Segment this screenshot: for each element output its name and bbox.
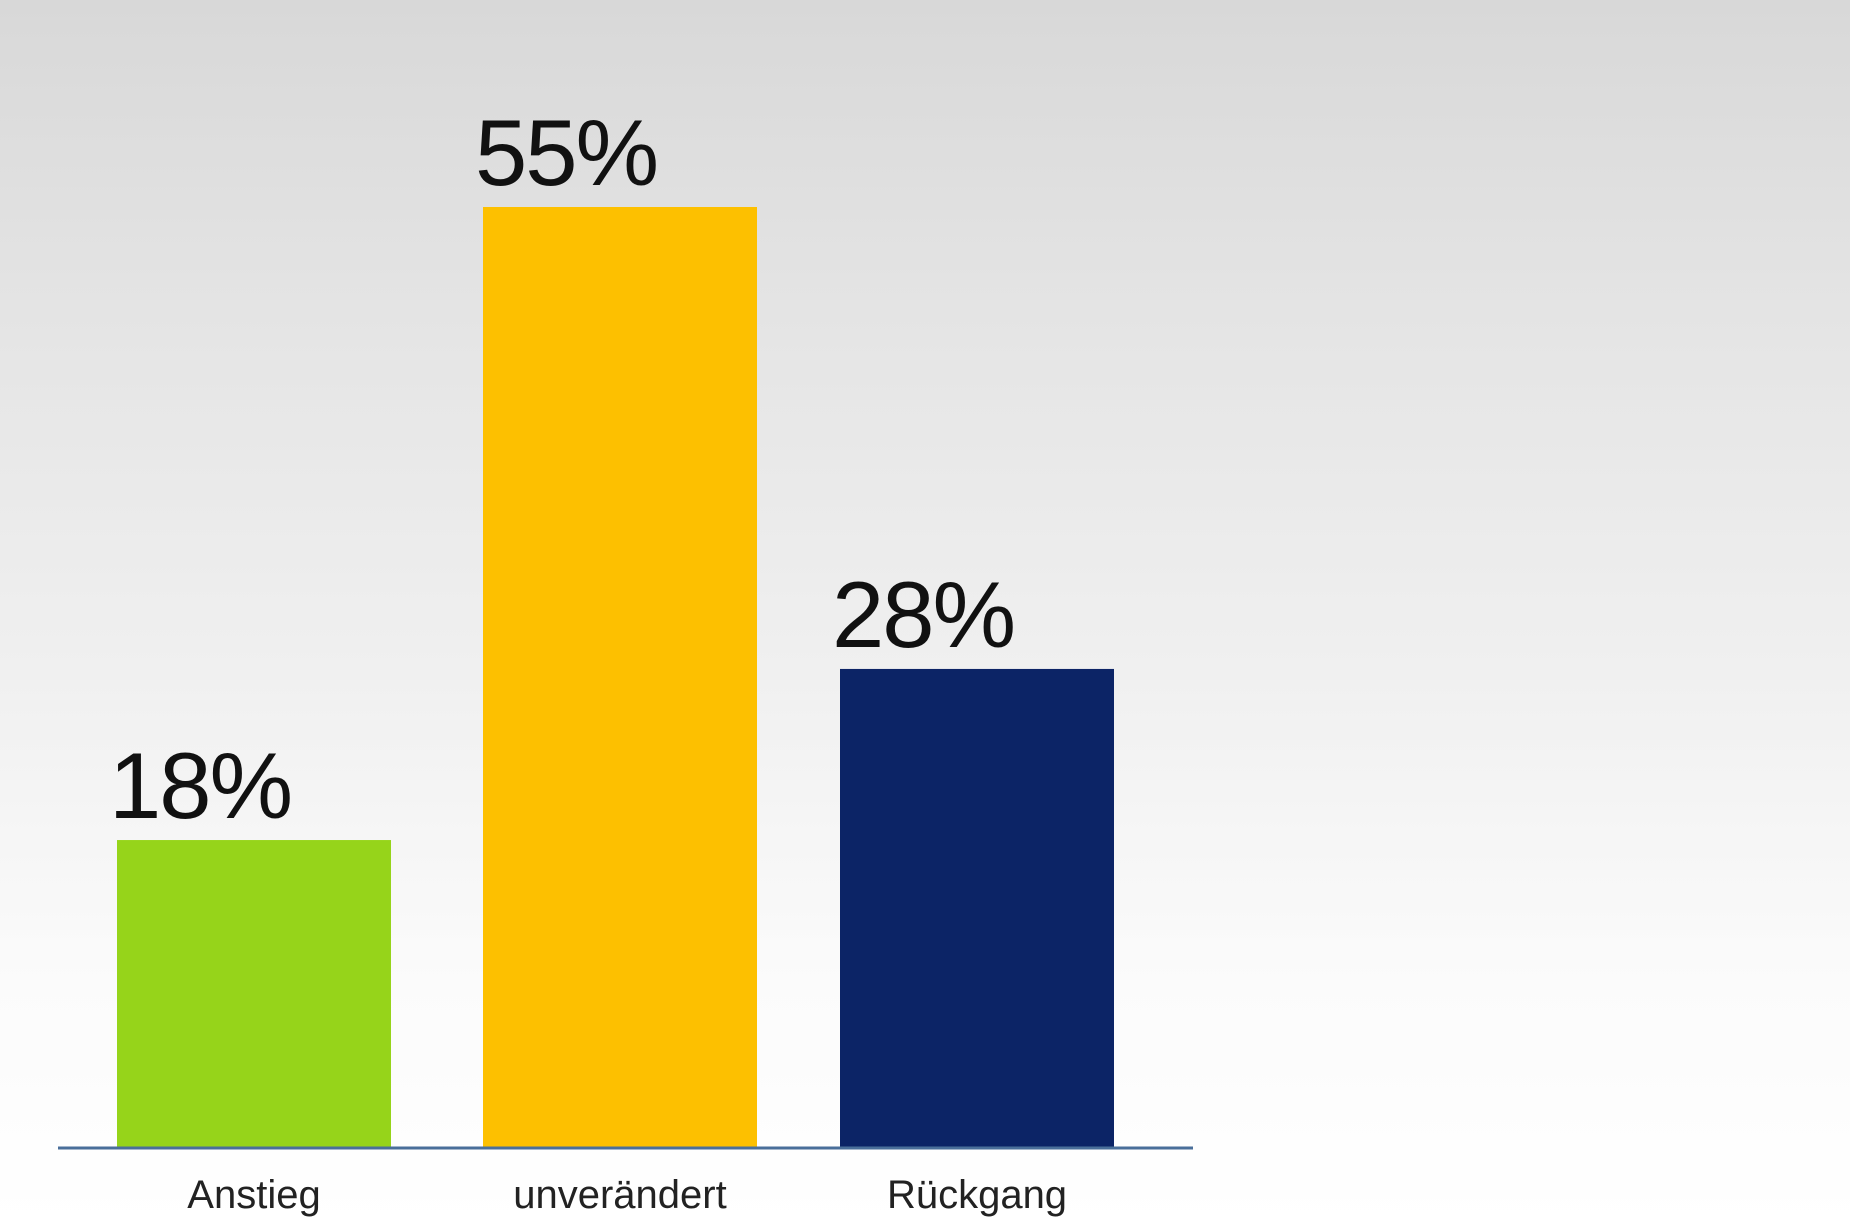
- bars-group: [117, 207, 1114, 1148]
- category-label-2: Rückgang: [887, 1173, 1067, 1217]
- category-label-1: unverändert: [513, 1173, 726, 1217]
- value-label-0: 18%: [109, 733, 291, 838]
- value-label-2: 28%: [832, 562, 1014, 667]
- category-label-0: Anstieg: [187, 1173, 320, 1217]
- value-label-1: 55%: [475, 100, 657, 205]
- category-labels-group: Anstieg unverändert Rückgang: [187, 1173, 1067, 1217]
- bar-1: [483, 207, 757, 1148]
- bar-2: [840, 668, 1114, 1148]
- value-labels-group: 18% 55% 28%: [109, 100, 1016, 838]
- bar-0: [117, 840, 391, 1148]
